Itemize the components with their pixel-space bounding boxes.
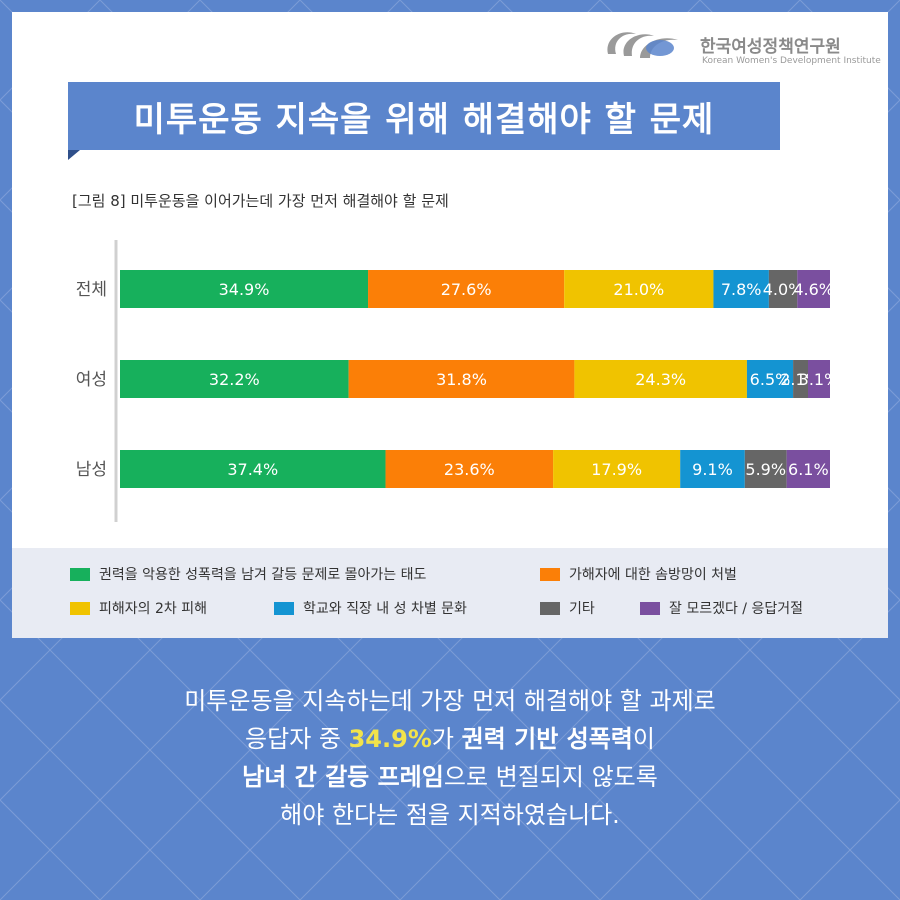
chart-legend: 권력을 악용한 성폭력을 남겨 갈등 문제로 몰아가는 태도 가해자에 대한 솜방… (12, 548, 888, 638)
data-label: 34.9% (219, 280, 270, 299)
data-label: 3.1% (799, 370, 840, 389)
bar-segment (746, 360, 794, 398)
data-label: 17.9% (591, 460, 642, 479)
legend-swatch (540, 567, 560, 581)
caption-line-2-a: 응답자 중 (245, 725, 349, 753)
bar-segment (368, 270, 565, 308)
org-logo: 한국여성정책연구원 Korean Women's Development Ins… (600, 24, 881, 68)
data-label: 24.3% (635, 370, 686, 389)
bar-segment (793, 360, 808, 398)
bar-segment (713, 270, 769, 308)
caption-line-2-b: 가 (431, 725, 462, 753)
caption-line-3-c: 으로 변질되지 않도록 (443, 763, 658, 791)
data-label: 5.9% (745, 460, 786, 479)
pattern-line (599, 599, 900, 900)
data-label: 32.2% (209, 370, 260, 389)
data-label: 6.1% (788, 460, 829, 479)
org-english-name: Korean Women's Development Institute (702, 56, 881, 66)
title-banner (68, 82, 780, 150)
legend-label: 권력을 악용한 성폭력을 남겨 갈등 문제로 몰아가는 태도 (99, 567, 427, 583)
caption-highlight-percent: 34.9% (348, 725, 432, 753)
legend-item: 학교와 직장 내 성 차별 문화 (274, 598, 467, 618)
legend-swatch (540, 601, 560, 615)
data-label: 6.5% (750, 370, 791, 389)
chart-title: [그림 8] 미투운동을 이어가는데 가장 먼저 해결해야 할 문제 (72, 192, 449, 210)
legend-label: 학교와 직장 내 성 차별 문화 (303, 601, 467, 617)
data-label: 37.4% (227, 460, 278, 479)
legend-label: 잘 모르겠다 / 응답거절 (669, 601, 803, 617)
bar-segment (786, 450, 830, 488)
bar-segment (797, 270, 830, 308)
category-label: 남성 (76, 460, 107, 480)
caption-line-1: 미투운동을 지속하는데 가장 먼저 해결해야 할 과제로 (184, 687, 716, 715)
legend-swatch (70, 601, 90, 615)
bar-segment (564, 270, 714, 308)
pattern-line (499, 499, 900, 900)
caption-line-2-c: 이 (632, 725, 655, 753)
legend-item: 가해자에 대한 솜방망이 처벌 (540, 564, 737, 584)
caption-bold-2: 남녀 간 갈등 프레임 (242, 763, 444, 791)
data-label: 7.8% (721, 280, 762, 299)
org-name: 한국여성정책연구원 (700, 37, 841, 57)
caption-line-4: 해야 한다는 점을 지적하였습니다. (280, 801, 620, 829)
legend-item: 기타 (540, 598, 595, 618)
legend-swatch (640, 601, 660, 615)
data-label: 31.8% (436, 370, 487, 389)
bar-segment (680, 450, 745, 488)
bar-segment (768, 270, 798, 308)
bar-segment (553, 450, 681, 488)
legend-item: 잘 모르겠다 / 응답거절 (640, 598, 803, 618)
data-label: 21.0% (613, 280, 664, 299)
bar-segment (807, 360, 830, 398)
category-label: 전체 (76, 280, 107, 300)
bar-segment (120, 360, 349, 398)
legend-label: 기타 (569, 601, 595, 617)
kwdi-logo-icon (607, 32, 678, 58)
category-label: 여성 (76, 370, 107, 390)
pattern-line (699, 699, 900, 900)
legend-label: 가해자에 대한 솜방망이 처벌 (569, 567, 737, 583)
legend-label: 피해자의 2차 피해 (99, 601, 207, 617)
caption-line-2: 응답자 중 34.9%가 권력 기반 성폭력이 (50, 720, 850, 758)
caption-bold-1: 권력 기반 성폭력 (461, 725, 633, 753)
legend-item: 권력을 악용한 성폭력을 남겨 갈등 문제로 몰아가는 태도 (70, 564, 426, 584)
data-label: 4.0% (763, 280, 804, 299)
bar-segment (385, 450, 554, 488)
bar-segment (348, 360, 575, 398)
legend-swatch (70, 567, 90, 581)
bar-segment (574, 360, 747, 398)
caption-line-3: 남녀 간 갈등 프레임으로 변질되지 않도록 (50, 758, 850, 796)
bar-segment (744, 450, 787, 488)
data-label: 4.6% (793, 280, 834, 299)
bar-segment (120, 270, 369, 308)
data-label: 27.6% (441, 280, 492, 299)
legend-item: 피해자의 2차 피해 (70, 598, 207, 618)
title-banner-fold (68, 150, 80, 160)
legend-swatch (274, 601, 294, 615)
page-title: 미투운동 지속을 위해 해결해야 할 문제 (133, 99, 715, 140)
stacked-bar-chart: 전체 34.9% 27.6% 21.0% 7.8% 4.0%4.6% 여성 32.2% 31.8… (75, 240, 840, 522)
bar-segment (120, 450, 386, 488)
data-label: 9.1% (692, 460, 733, 479)
summary-caption: 미투운동을 지속하는데 가장 먼저 해결해야 할 과제로 응답자 중 34.9%… (50, 682, 850, 834)
data-label: 23.6% (444, 460, 495, 479)
